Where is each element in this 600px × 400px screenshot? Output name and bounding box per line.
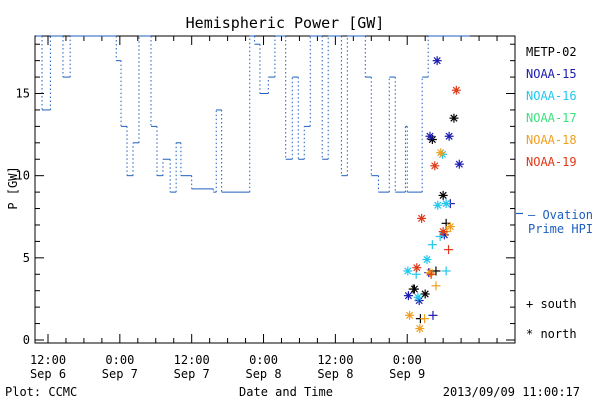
x-tick-date-label: Sep 6 <box>30 367 66 381</box>
north-point <box>441 199 451 209</box>
y-tick-label: 0 <box>23 333 30 347</box>
north-point <box>430 161 440 171</box>
marker-stroke <box>404 267 412 275</box>
x-tick-date-label: Sep 9 <box>389 367 425 381</box>
south-point <box>441 266 451 276</box>
north-point <box>425 131 435 141</box>
x-tick-time-label: 12:00 <box>317 353 353 367</box>
legend: METP-02 NOAA-15 NOAA-16 NOAA-17 NOAA-18 NOAA-… <box>516 45 593 341</box>
marker-stroke <box>431 162 439 170</box>
north-point <box>449 113 459 123</box>
marker-stroke <box>455 160 463 168</box>
ovation-label: Prime HPI <box>528 222 593 236</box>
plot-source-label: Plot: CCMC <box>5 385 77 399</box>
marker-stroke <box>452 86 460 94</box>
north-point <box>425 268 435 278</box>
chart-title: Hemispheric Power [GW] <box>186 14 385 32</box>
south-point <box>427 240 437 250</box>
north-point <box>438 190 448 200</box>
marker-stroke <box>417 214 426 223</box>
x-axis-label: Date and Time <box>239 385 333 399</box>
legend-entry-noaa-15: NOAA-15 <box>526 67 577 81</box>
satellite-points <box>403 56 464 333</box>
y-tick-label: 10 <box>16 169 30 183</box>
north-point <box>403 291 413 301</box>
y-tick-label: 5 <box>23 251 30 265</box>
marker-stroke <box>442 200 450 208</box>
x-tick-time-label: 12:00 <box>174 353 210 367</box>
north-point <box>417 213 427 223</box>
x-tick-time-label: 12:00 <box>30 353 66 367</box>
north-point <box>412 263 422 273</box>
north-point <box>451 85 461 95</box>
south-point <box>428 310 438 320</box>
north-point <box>403 266 413 276</box>
y-tick-label: 15 <box>16 87 30 101</box>
north-point <box>432 56 442 66</box>
north-point <box>445 222 455 232</box>
north-point <box>438 227 448 237</box>
north-point <box>433 200 443 210</box>
south-point <box>426 269 436 279</box>
marker-stroke <box>406 311 414 319</box>
north-point <box>415 323 425 333</box>
plot-timestamp-label: 2013/09/09 11:00:17 <box>443 385 580 399</box>
marker-stroke <box>415 296 423 305</box>
marker-stroke <box>426 132 434 140</box>
marker-legend-north: * north <box>526 327 577 341</box>
x-tick-date-label: Sep 8 <box>245 367 281 381</box>
marker-stroke <box>428 135 436 144</box>
marker-stroke <box>423 255 431 264</box>
south-point <box>420 314 430 324</box>
marker-stroke <box>433 57 441 65</box>
x-tick-date-label: Sep 7 <box>102 367 138 381</box>
marker-stroke <box>413 264 421 272</box>
north-point <box>422 254 432 264</box>
south-point <box>431 281 441 291</box>
x-tick-date-label: Sep 7 <box>174 367 210 381</box>
marker-stroke <box>421 290 429 298</box>
x-tick-time-label: 0:00 <box>249 353 278 367</box>
ovation-series <box>36 35 471 193</box>
north-point <box>436 148 446 158</box>
marker-stroke <box>445 132 453 140</box>
north-point <box>409 284 419 294</box>
marker-stroke <box>439 191 447 200</box>
marker-stroke <box>450 114 458 122</box>
marker-stroke <box>437 149 445 157</box>
marker-stroke <box>414 293 422 301</box>
south-point <box>435 231 445 241</box>
ovation-label: — Ovation <box>528 208 593 222</box>
legend-entry-noaa-19: NOAA-19 <box>526 155 577 169</box>
x-tick-date-label: Sep 8 <box>317 367 353 381</box>
south-point <box>444 245 454 255</box>
x-tick-time-label: 0:00 <box>393 353 422 367</box>
legend-entry-noaa-17: NOAA-17 <box>526 111 577 125</box>
marker-stroke <box>416 324 424 333</box>
south-point <box>431 266 441 276</box>
marker-stroke <box>439 227 447 236</box>
north-point <box>405 310 415 320</box>
y-axis-label: P [GW] <box>6 166 20 209</box>
north-point <box>413 292 423 302</box>
north-point <box>454 159 464 169</box>
north-point <box>444 131 454 141</box>
legend-entry-noaa-16: NOAA-16 <box>526 89 577 103</box>
legend-entry-noaa-18: NOAA-18 <box>526 133 577 147</box>
marker-stroke <box>446 223 454 231</box>
marker-stroke <box>404 292 413 300</box>
x-tick-time-label: 0:00 <box>105 353 134 367</box>
marker-legend-south: + south <box>526 297 577 311</box>
marker-stroke <box>410 285 419 293</box>
north-point <box>420 289 430 299</box>
legend-entry-metp-02: METP-02 <box>526 45 577 59</box>
plot-frame <box>34 35 516 344</box>
marker-stroke <box>434 201 442 209</box>
